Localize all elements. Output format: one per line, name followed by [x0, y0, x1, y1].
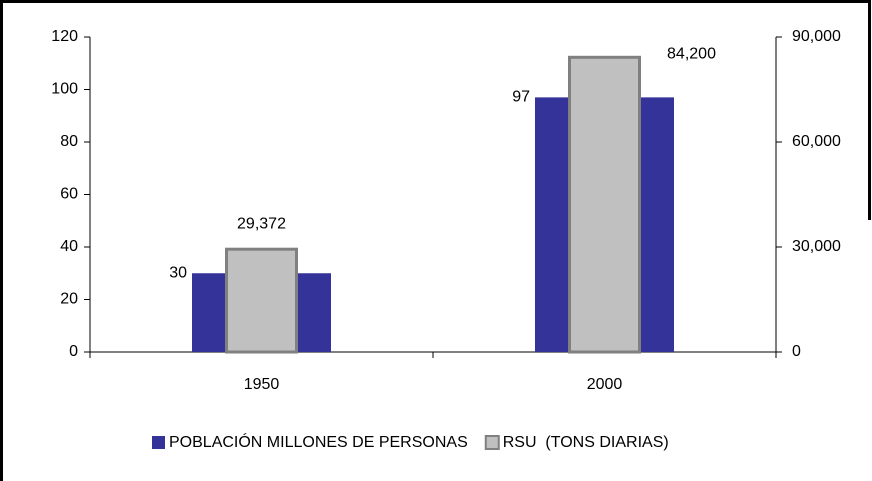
y2-tick-label: 30,000 [792, 238, 841, 255]
value-label: 30 [169, 264, 187, 281]
y2-tick-label: 90,000 [792, 28, 841, 45]
legend-swatch [484, 435, 500, 450]
y-tick-label: 100 [51, 81, 78, 98]
x-tick-label: 2000 [587, 376, 623, 393]
legend-label: RSU (TONS DIARIAS) [503, 434, 669, 451]
value-label: 84,200 [667, 46, 716, 63]
y-tick-label: 80 [60, 133, 78, 150]
bar [568, 55, 641, 354]
y-tick-label: 120 [51, 28, 78, 45]
y2-tick-label: 60,000 [792, 133, 841, 150]
y-tick-label: 40 [60, 238, 78, 255]
y-tick-label: 0 [69, 343, 78, 360]
value-label: 97 [512, 89, 530, 106]
y-tick-label: 20 [60, 291, 78, 308]
y-tick-label: 60 [60, 186, 78, 203]
legend-swatch [152, 436, 165, 449]
y2-tick-label: 0 [792, 343, 801, 360]
legend-label: POBLACIÓN MILLONES DE PERSONAS [169, 432, 468, 451]
value-label: 29,372 [237, 215, 286, 232]
bar [225, 247, 298, 354]
x-tick-label: 1950 [244, 376, 280, 393]
